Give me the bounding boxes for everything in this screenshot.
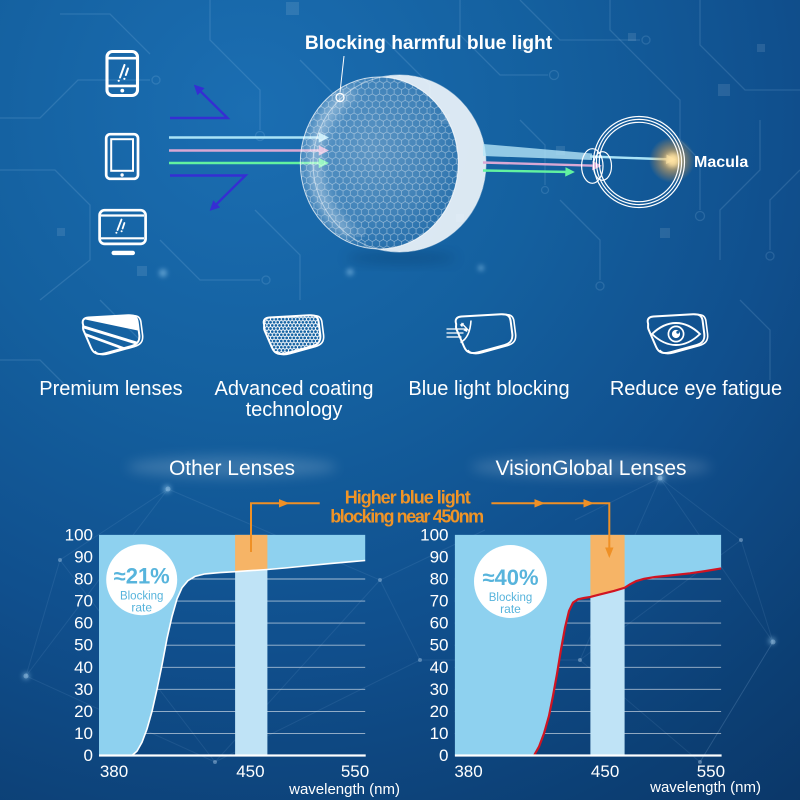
- svg-text:70: 70: [74, 592, 93, 611]
- svg-text:70: 70: [430, 592, 449, 611]
- svg-text:Macula: Macula: [694, 154, 748, 171]
- svg-text:technology: technology: [246, 399, 343, 421]
- svg-text:550: 550: [697, 762, 725, 781]
- svg-text:Blocking: Blocking: [489, 592, 532, 604]
- svg-text:10: 10: [430, 724, 449, 743]
- svg-text:0: 0: [84, 746, 93, 765]
- svg-text:450: 450: [236, 762, 264, 781]
- svg-text:450: 450: [591, 762, 619, 781]
- svg-text:Blocking harmful blue light: Blocking harmful blue light: [305, 33, 553, 54]
- svg-text:380: 380: [454, 762, 482, 781]
- svg-text:40: 40: [74, 658, 93, 677]
- svg-text:20: 20: [430, 702, 449, 721]
- svg-text:30: 30: [74, 680, 93, 699]
- svg-text:Higher blue light: Higher blue light: [345, 487, 471, 507]
- svg-text:90: 90: [74, 548, 93, 567]
- svg-text:10: 10: [74, 724, 93, 743]
- svg-text:0: 0: [439, 746, 448, 765]
- svg-text:50: 50: [74, 636, 93, 655]
- svg-text:rate: rate: [131, 601, 152, 615]
- svg-text:80: 80: [74, 570, 93, 589]
- svg-text:Other Lenses: Other Lenses: [169, 457, 295, 480]
- svg-text:380: 380: [100, 762, 128, 781]
- svg-text:≈40%: ≈40%: [482, 565, 538, 590]
- svg-text:50: 50: [430, 636, 449, 655]
- svg-text:Reduce eye fatigue: Reduce eye fatigue: [610, 378, 782, 400]
- svg-text:80: 80: [430, 570, 449, 589]
- svg-text:rate: rate: [500, 602, 521, 616]
- svg-text:60: 60: [430, 614, 449, 633]
- svg-text:≈21%: ≈21%: [114, 564, 170, 589]
- svg-text:Blue light blocking: Blue light blocking: [408, 378, 569, 400]
- svg-text:wavelength (nm): wavelength (nm): [288, 781, 400, 798]
- svg-text:Premium lenses: Premium lenses: [39, 378, 182, 400]
- svg-text:20: 20: [74, 702, 93, 721]
- svg-text:550: 550: [341, 762, 369, 781]
- svg-text:30: 30: [430, 680, 449, 699]
- svg-text:90: 90: [430, 548, 449, 567]
- svg-text:wavelength (nm): wavelength (nm): [649, 779, 761, 796]
- svg-text:Blocking: Blocking: [120, 591, 163, 603]
- svg-text:Advanced coating: Advanced coating: [214, 378, 373, 400]
- svg-text:100: 100: [420, 525, 448, 544]
- svg-text:40: 40: [430, 658, 449, 677]
- svg-text:60: 60: [74, 614, 93, 633]
- svg-text:blocking near 450nm: blocking near 450nm: [330, 507, 484, 527]
- svg-text:100: 100: [65, 525, 93, 544]
- svg-text:VisionGlobal Lenses: VisionGlobal Lenses: [495, 457, 686, 480]
